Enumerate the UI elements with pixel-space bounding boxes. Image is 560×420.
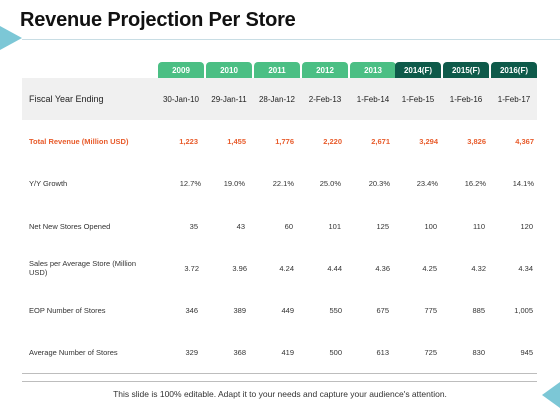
title-divider	[22, 39, 560, 40]
table-cell: 346	[185, 306, 198, 315]
corner-accent-icon	[542, 382, 560, 408]
table-cell: 3,294	[419, 137, 438, 146]
triangle-accent-icon	[0, 26, 22, 50]
year-header-2012: 2012	[302, 62, 348, 78]
table-cell: 16.2%	[464, 179, 486, 188]
table-cell: 1,223	[179, 137, 198, 146]
footer-rule	[22, 381, 537, 382]
table-cell: 1,455	[227, 137, 246, 146]
table-cell: 3.96	[232, 264, 247, 273]
year-header-2009: 2009	[158, 62, 204, 78]
year-header-2014f: 2014(F)	[395, 62, 441, 78]
table-cell: 125	[376, 222, 389, 231]
table-cell: 945	[520, 348, 533, 357]
table-cell: 19.0%	[223, 179, 245, 188]
table-bottom-rule	[22, 373, 537, 374]
fiscal-year-band	[22, 78, 537, 120]
fiscal-date: 1-Feb-14	[356, 95, 390, 104]
row-label: Net New Stores Opened	[29, 222, 111, 231]
fiscal-date: 1-Feb-16	[449, 95, 483, 104]
table-cell: 4.24	[279, 264, 294, 273]
table-cell: 23.4%	[416, 179, 438, 188]
table-cell: 4.36	[375, 264, 390, 273]
table-cell: 14.1%	[512, 179, 534, 188]
table-cell: 2,220	[323, 137, 342, 146]
table-cell: 110	[473, 222, 485, 231]
year-header-row: 2009 2010 2011 2012 2013 2014(F) 2015(F)…	[0, 62, 560, 78]
table-cell: 550	[329, 306, 342, 315]
year-header-2015f: 2015(F)	[443, 62, 489, 78]
table-cell: 4.32	[471, 264, 486, 273]
row-label: Average Number of Stores	[29, 348, 118, 357]
table-cell: 500	[329, 348, 342, 357]
table-cell: 4.34	[518, 264, 533, 273]
fiscal-date: 2-Feb-13	[308, 95, 342, 104]
footer-note: This slide is 100% editable. Adapt it to…	[113, 389, 447, 399]
table-cell: 329	[185, 348, 198, 357]
table-cell: 100	[424, 222, 437, 231]
row-label: Sales per Average Store (Million USD)	[29, 259, 136, 277]
table-cell: 3,826	[467, 137, 486, 146]
table-cell: 22.1%	[272, 179, 294, 188]
table-cell: 4.44	[327, 264, 342, 273]
year-header-2011: 2011	[254, 62, 300, 78]
table-cell: 120	[520, 222, 533, 231]
table-cell: 1,776	[275, 137, 294, 146]
table-cell: 43	[236, 222, 245, 231]
table-cell: 1,005	[514, 306, 533, 315]
row-label: EOP Number of Stores	[29, 306, 106, 315]
table-cell: 389	[233, 306, 246, 315]
fiscal-date: 1-Feb-15	[401, 95, 435, 104]
table-cell: 419	[281, 348, 294, 357]
table-cell: 20.3%	[368, 179, 390, 188]
table-cell: 675	[376, 306, 389, 315]
table-cell: 25.0%	[319, 179, 341, 188]
table-cell: 60	[284, 222, 293, 231]
table-cell: 613	[376, 348, 389, 357]
row-label: Total Revenue (Million USD)	[29, 137, 129, 146]
table-cell: 35	[189, 222, 198, 231]
table-cell: 449	[281, 306, 294, 315]
fiscal-date: 30-Jan-10	[162, 95, 200, 104]
fiscal-date: 28-Jan-12	[258, 95, 296, 104]
table-cell: 830	[472, 348, 485, 357]
table-cell: 4,367	[515, 137, 534, 146]
year-header-2010: 2010	[206, 62, 252, 78]
table-cell: 12.7%	[179, 179, 201, 188]
year-header-2013: 2013	[350, 62, 396, 78]
row-label: Y/Y Growth	[29, 179, 68, 188]
table-cell: 368	[233, 348, 246, 357]
table-cell: 2,671	[371, 137, 390, 146]
fiscal-date: 29-Jan-11	[211, 95, 247, 104]
table-cell: 101	[328, 222, 341, 231]
fiscal-year-label: Fiscal Year Ending	[29, 94, 104, 104]
year-header-2016f: 2016(F)	[491, 62, 537, 78]
fiscal-date: 1-Feb-17	[497, 95, 531, 104]
table-cell: 4.25	[422, 264, 437, 273]
table-cell: 885	[472, 306, 485, 315]
table-cell: 3.72	[184, 264, 199, 273]
table-cell: 775	[424, 306, 437, 315]
table-cell: 725	[424, 348, 437, 357]
page-title: Revenue Projection Per Store	[20, 9, 296, 31]
